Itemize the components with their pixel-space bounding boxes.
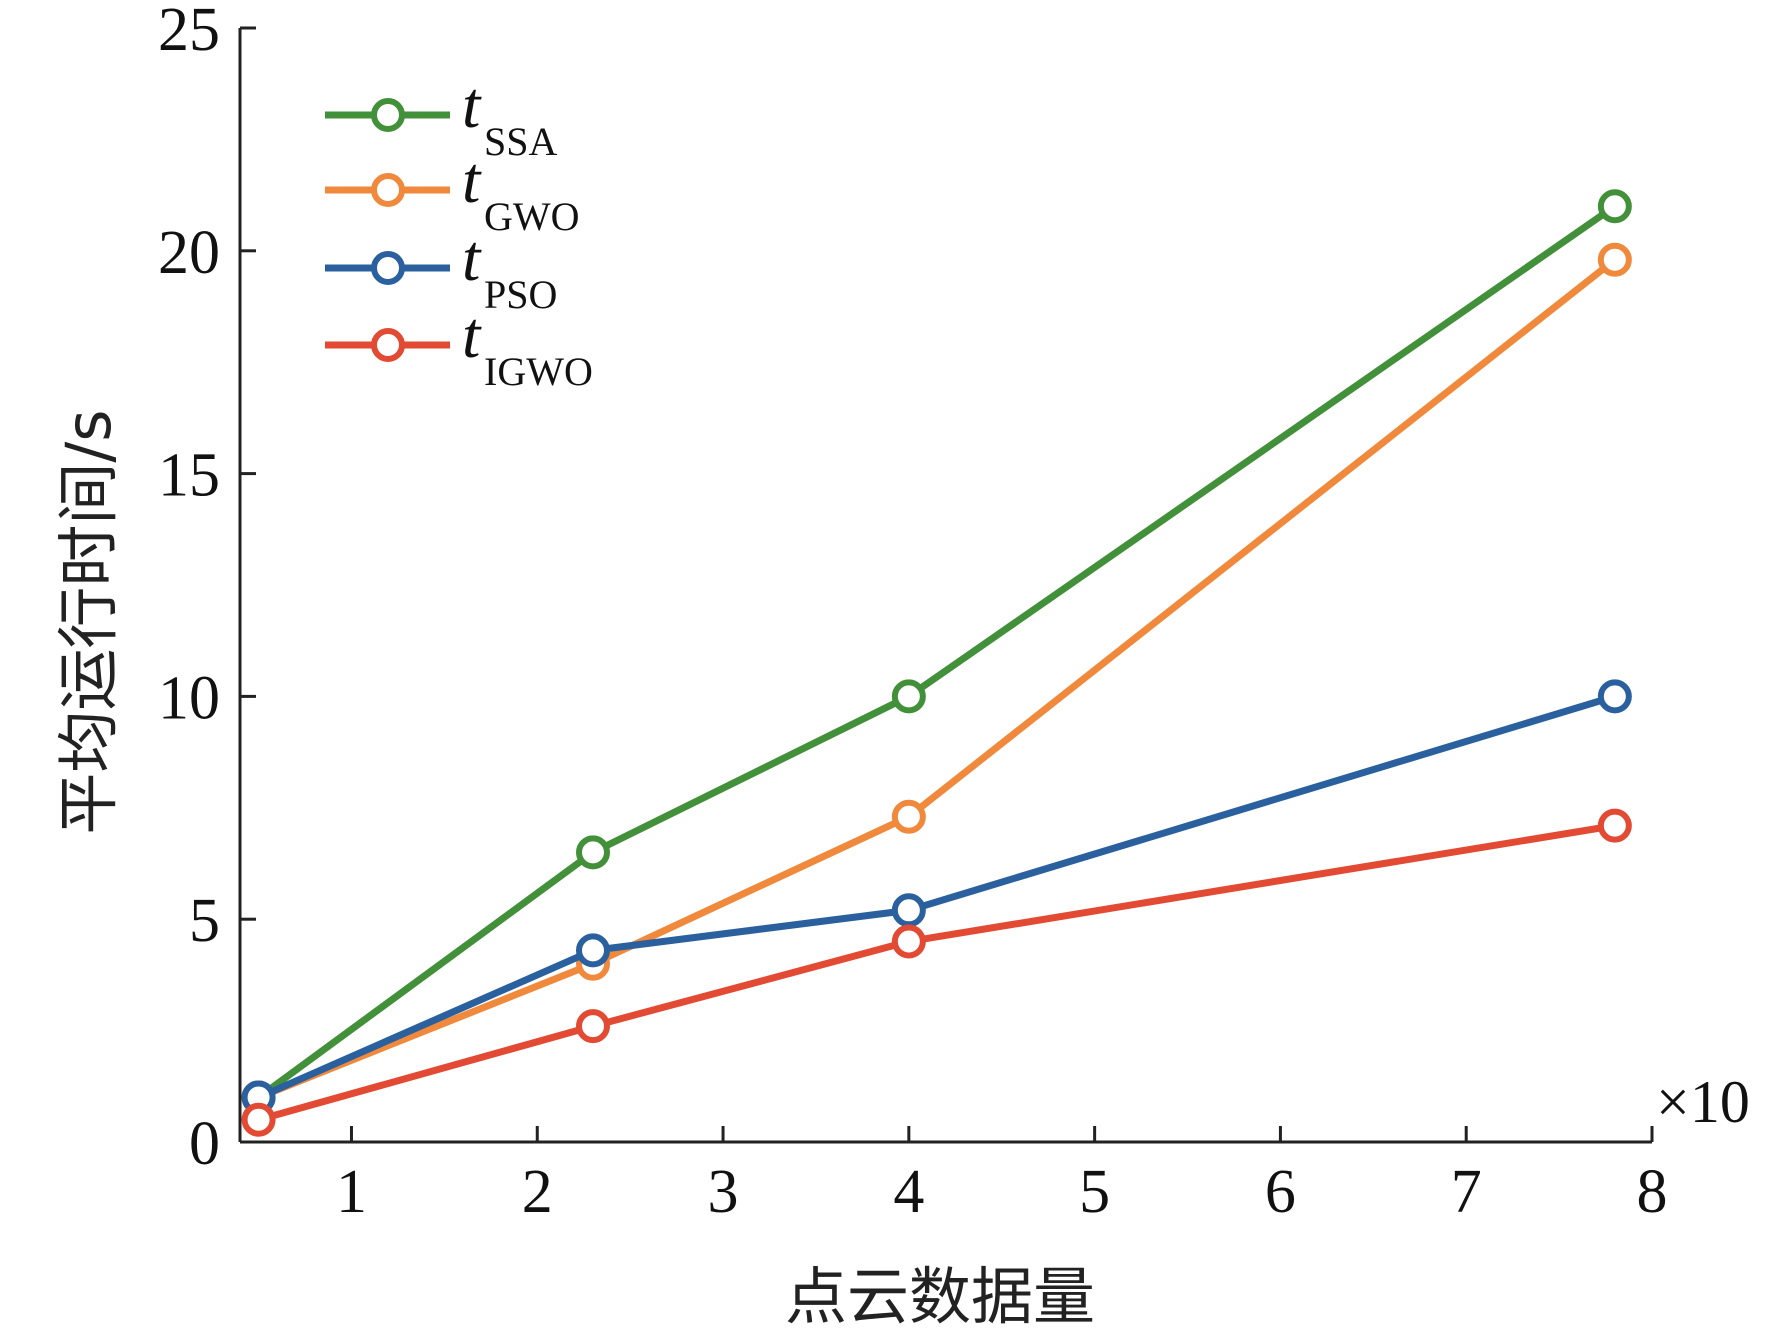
x-axis-title: 点云数据量 — [785, 1260, 1095, 1332]
data-point — [1597, 189, 1632, 224]
series-line — [257, 256, 1618, 1101]
series-layer — [241, 189, 1632, 1137]
legend-label-subscript: PSO — [484, 272, 557, 317]
series-pso — [241, 679, 1632, 1115]
data-point — [576, 933, 610, 968]
axes: 0 5 10 15 20 25 1 2 3 4 5 6 7 8 — [158, 0, 1668, 1226]
legend-label: t — [462, 69, 482, 142]
legend-item-igwo: t IGWO — [325, 299, 593, 394]
data-point — [241, 1102, 276, 1137]
x-tick-label: 6 — [1265, 1158, 1296, 1226]
legend-swatch-marker — [371, 173, 405, 207]
x-multiplier: ×10 — [1656, 1069, 1750, 1135]
data-point — [1597, 679, 1632, 714]
series-ssa — [241, 189, 1632, 1115]
series-line — [257, 693, 1616, 1101]
y-tick-label: 5 — [189, 887, 220, 955]
y-axis-title: 平均运行时间/s — [52, 409, 125, 834]
data-point — [576, 1009, 610, 1044]
legend-label: t — [462, 144, 482, 217]
x-tick-label: 5 — [1079, 1158, 1110, 1226]
x-tick-label: 7 — [1451, 1158, 1482, 1226]
legend-item-pso: t PSO — [325, 222, 557, 317]
data-point — [891, 893, 926, 928]
legend-label-subscript: GWO — [484, 194, 580, 239]
series-line — [257, 822, 1616, 1124]
data-point — [1597, 808, 1632, 843]
legend-item-ssa: t SSA — [325, 69, 557, 164]
x-tick-label: 4 — [893, 1158, 924, 1226]
legend-swatch-marker — [371, 328, 405, 362]
series-line — [256, 203, 1617, 1101]
data-point — [576, 835, 610, 870]
y-tick-label: 0 — [189, 1110, 220, 1178]
legend-label-subscript: IGWO — [484, 349, 593, 394]
legend-swatch-marker — [371, 98, 405, 132]
x-tick-label: 1 — [336, 1158, 367, 1226]
y-tick-label: 20 — [158, 219, 220, 287]
legend-label-subscript: SSA — [484, 119, 557, 164]
data-point — [891, 799, 926, 834]
x-tick-label: 2 — [522, 1158, 553, 1226]
legend-item-gwo: t GWO — [325, 144, 580, 239]
data-point — [1597, 242, 1632, 277]
x-tick-label: 8 — [1637, 1158, 1668, 1226]
series-igwo — [241, 808, 1632, 1137]
y-tick-label: 10 — [158, 664, 220, 732]
legend-label: t — [462, 222, 482, 295]
x-tick-label: 3 — [708, 1158, 739, 1226]
y-tick-label: 25 — [158, 0, 220, 64]
data-point — [891, 924, 926, 959]
y-tick-label: 15 — [158, 442, 220, 510]
legend-swatch-marker — [371, 251, 405, 285]
legend-label: t — [462, 299, 482, 372]
data-point — [891, 679, 926, 714]
